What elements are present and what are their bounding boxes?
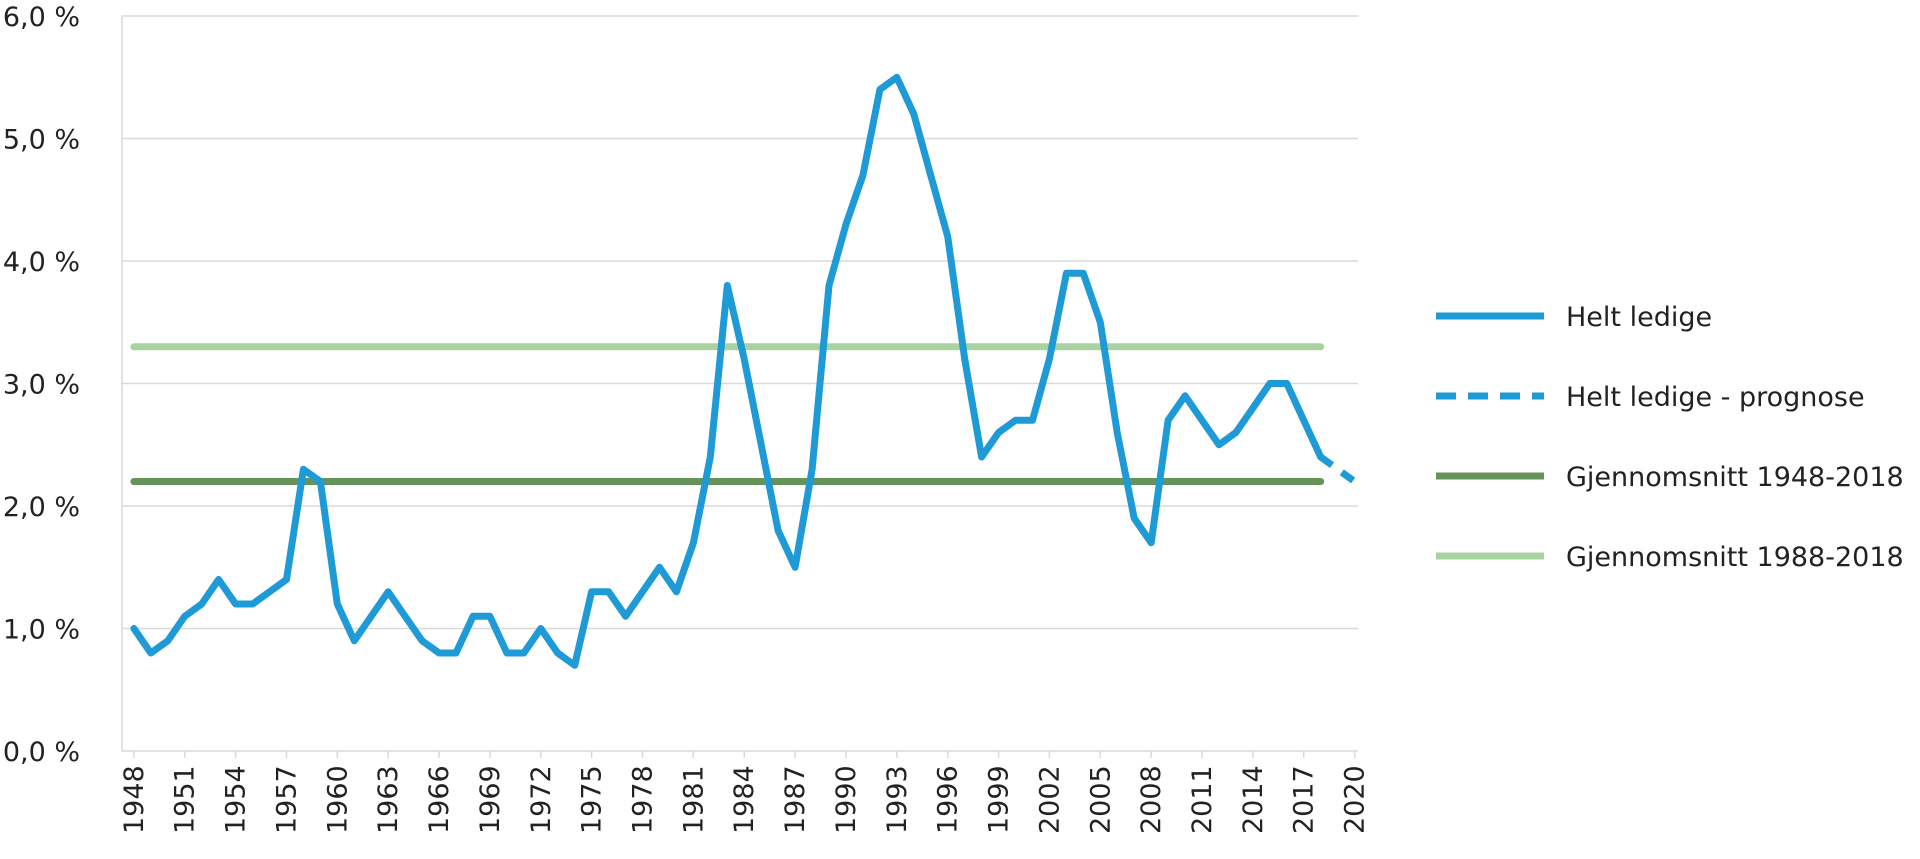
y-tick-label: 5,0 % xyxy=(3,125,80,156)
legend-label: Helt ledige - prognose xyxy=(1566,382,1865,413)
x-tick-label: 1966 xyxy=(424,765,455,834)
legend-label: Helt ledige xyxy=(1566,302,1712,333)
x-tick-label: 2011 xyxy=(1187,765,1218,834)
y-tick-label: 6,0 % xyxy=(3,2,80,33)
x-tick-label: 1984 xyxy=(729,765,760,834)
x-tick-label: 1975 xyxy=(577,765,608,834)
y-tick-labels: 0,0 % 1,0 % 2,0 % 3,0 % 4,0 % 5,0 % 6,0 % xyxy=(3,2,80,768)
x-tick-label: 1960 xyxy=(322,765,353,834)
x-tick-label: 1978 xyxy=(628,765,659,834)
x-tick-label: 1993 xyxy=(882,765,913,834)
x-tick-label: 2020 xyxy=(1340,765,1371,834)
x-tick-label: 2002 xyxy=(1034,765,1065,834)
y-tick-label: 4,0 % xyxy=(3,247,80,278)
x-tick-label: 1996 xyxy=(933,765,964,834)
x-tick-label: 1948 xyxy=(119,765,150,834)
series-line-helt-ledige-prognose xyxy=(1318,454,1357,485)
axes xyxy=(121,16,1358,758)
x-tick-label: 1963 xyxy=(373,765,404,834)
x-tick-label: 1957 xyxy=(271,765,302,834)
x-tick-label: 2005 xyxy=(1085,765,1116,834)
x-tick-label: 2008 xyxy=(1136,765,1167,834)
x-tick-label: 1951 xyxy=(170,765,201,834)
y-tick-label: 3,0 % xyxy=(3,370,80,401)
x-tick-label: 1981 xyxy=(678,765,709,834)
x-tick-labels: 1948 1951 1954 1957 1960 1963 1966 1969 1972 1975… xyxy=(119,765,1371,834)
legend-label: Gjennomsnitt 1948-2018 xyxy=(1566,462,1904,493)
x-tick-label: 1954 xyxy=(221,765,252,834)
x-tick-label: 1969 xyxy=(475,765,506,834)
y-tick-label: 2,0 % xyxy=(3,492,80,523)
x-tick-label: 2017 xyxy=(1289,765,1320,834)
legend: Helt ledige Helt ledige - prognose Gjennom… xyxy=(1436,302,1904,573)
y-tick-label: 0,0 % xyxy=(3,737,80,768)
plot-area xyxy=(130,73,1357,669)
y-tick-label: 1,0 % xyxy=(3,615,80,646)
series-line-helt-ledige xyxy=(130,73,1325,669)
x-tick-label: 1972 xyxy=(526,765,557,834)
x-tick-label: 1999 xyxy=(984,765,1015,834)
legend-label: Gjennomsnitt 1988-2018 xyxy=(1566,542,1904,573)
x-tick-label: 1987 xyxy=(780,765,811,834)
gridlines xyxy=(122,15,1358,630)
x-tick-label: 2014 xyxy=(1238,765,1269,834)
x-tick-label: 1990 xyxy=(831,765,862,834)
